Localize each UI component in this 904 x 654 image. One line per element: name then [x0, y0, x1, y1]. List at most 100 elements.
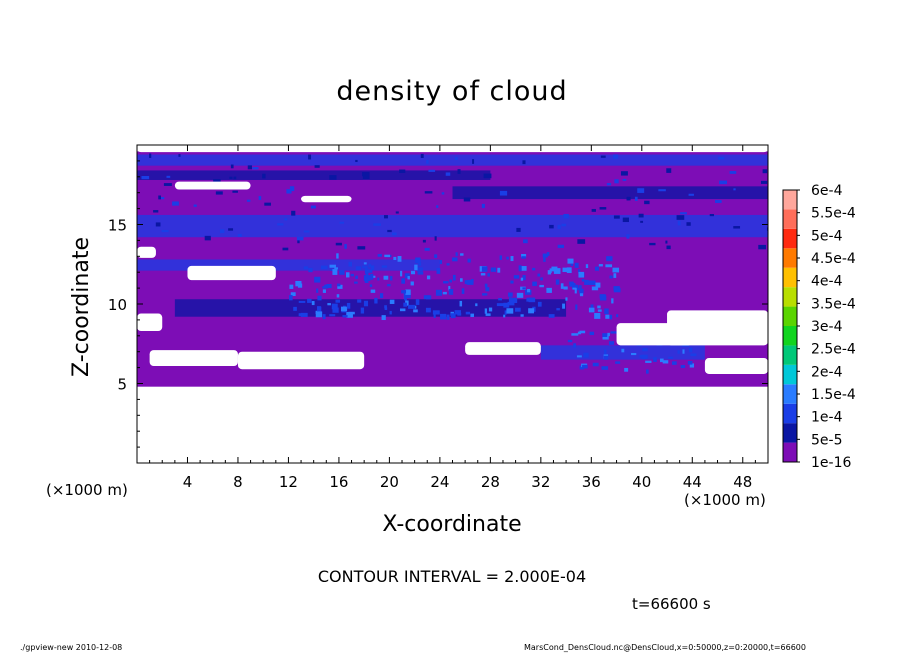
x-tick-label: 4	[183, 473, 193, 491]
cloud-speckle	[578, 271, 585, 278]
cloud-speckle	[595, 282, 601, 288]
cloud-speckle	[590, 304, 594, 309]
cloud-speckle	[688, 193, 694, 196]
cloud-speckle	[303, 266, 309, 270]
cloud-speckle	[482, 293, 488, 296]
cloud-speckle	[546, 252, 550, 256]
cloud-speckle	[516, 292, 524, 298]
cloud-speckle	[522, 275, 526, 281]
cloud-speckle	[555, 279, 560, 285]
cloud-speckle	[454, 310, 461, 315]
cloud-speckle	[607, 332, 610, 337]
cloud-speckle	[446, 314, 450, 320]
cloud-speckle	[399, 169, 406, 173]
cloud-speckle	[341, 306, 348, 312]
cloud-speckle	[327, 303, 331, 306]
cloud-speckle	[384, 254, 391, 258]
cloud-speckle	[520, 277, 524, 281]
cloud-speckle	[548, 314, 555, 318]
cloud-speckle	[232, 190, 238, 193]
cloud-speckle	[481, 203, 485, 209]
cloud-speckle	[457, 169, 461, 174]
cloud-speckle	[237, 234, 242, 237]
cloud-speckle	[289, 186, 295, 192]
cloud-speckle	[377, 277, 380, 281]
colorbar-segment	[783, 326, 797, 346]
colorbar-label: 3.5e-4	[811, 296, 856, 312]
cloud-speckle	[350, 273, 354, 277]
cloud-speckle	[335, 299, 341, 303]
cloud-speckle	[758, 244, 767, 250]
y-tick-label: 5	[117, 376, 127, 394]
colorbar-label: 2.5e-4	[811, 342, 856, 358]
cloud-speckle	[598, 264, 603, 267]
cloud-gap	[187, 265, 276, 281]
cloud-speckle	[405, 289, 411, 295]
cloud-speckle	[230, 164, 234, 169]
cloud-speckle	[600, 155, 606, 158]
cloud-speckle	[317, 295, 322, 301]
cloud-speckle	[355, 159, 358, 163]
cloud-speckle	[370, 265, 375, 270]
cloud-speckle	[442, 291, 447, 295]
cloud-speckle	[407, 276, 410, 280]
cloud-speckle	[540, 277, 543, 281]
cloud-speckle	[369, 284, 373, 287]
cloud-speckle	[611, 298, 614, 304]
colorbar-segment	[783, 228, 797, 249]
cloud-speckle	[715, 200, 722, 203]
cloud-speckle	[326, 283, 332, 288]
x-tick-label: 8	[233, 473, 243, 491]
cloud-speckle	[252, 167, 259, 170]
cloud-speckle	[336, 253, 339, 259]
colorbar-label: 1.5e-4	[811, 387, 856, 403]
cloud-speckle	[481, 266, 488, 272]
cloud-speckle	[413, 309, 418, 313]
cloud-gap	[301, 195, 352, 203]
cloud-speckle	[525, 289, 532, 295]
cloud-speckle	[575, 304, 578, 310]
cloud-speckle	[342, 315, 348, 318]
cloud-speckle	[503, 302, 510, 308]
cloud-speckle	[364, 280, 369, 283]
cloud-speckle	[395, 211, 399, 214]
cloud-band	[452, 186, 768, 200]
cloud-speckle	[348, 261, 353, 267]
cloud-speckle	[510, 280, 514, 284]
colorbar-segment	[783, 403, 797, 424]
cloud-speckle	[539, 284, 544, 288]
cloud-speckle	[415, 257, 421, 263]
cloud-speckle	[410, 281, 414, 286]
cloud-speckle	[640, 220, 644, 223]
cloud-speckle	[581, 278, 585, 282]
cloud-speckle	[354, 281, 358, 284]
cloud-speckle	[465, 311, 471, 315]
cloud-speckle	[346, 302, 351, 309]
cloud-speckle	[360, 307, 365, 314]
cloud-speckle	[638, 213, 644, 218]
cloud-speckle	[508, 297, 512, 304]
cloud-speckle	[719, 180, 728, 185]
cloud-speckle	[389, 299, 395, 304]
cloud-speckle	[457, 312, 462, 316]
cloud-speckle	[733, 226, 741, 229]
cloud-gap	[616, 323, 693, 346]
cloud-speckle	[400, 270, 403, 277]
cloud-speckle	[520, 314, 524, 317]
cloud-speckle	[642, 348, 648, 352]
cloud-speckle	[631, 352, 637, 356]
cloud-speckle	[219, 229, 225, 234]
cloud-speckle	[612, 267, 620, 273]
cloud-speckle	[308, 154, 312, 160]
colorbar-label: 4.5e-4	[811, 251, 856, 267]
cloud-speckle	[609, 314, 613, 320]
cloud-speckle	[141, 175, 150, 180]
cloud-speckle	[599, 207, 607, 210]
cloud-speckle	[315, 311, 323, 318]
cloud-speckle	[520, 266, 527, 271]
cloud-speckle	[677, 220, 681, 226]
cloud-speckle	[603, 355, 609, 360]
cloud-speckle	[496, 303, 504, 307]
cloud-band	[137, 214, 768, 238]
cloud-speckle	[334, 304, 337, 309]
